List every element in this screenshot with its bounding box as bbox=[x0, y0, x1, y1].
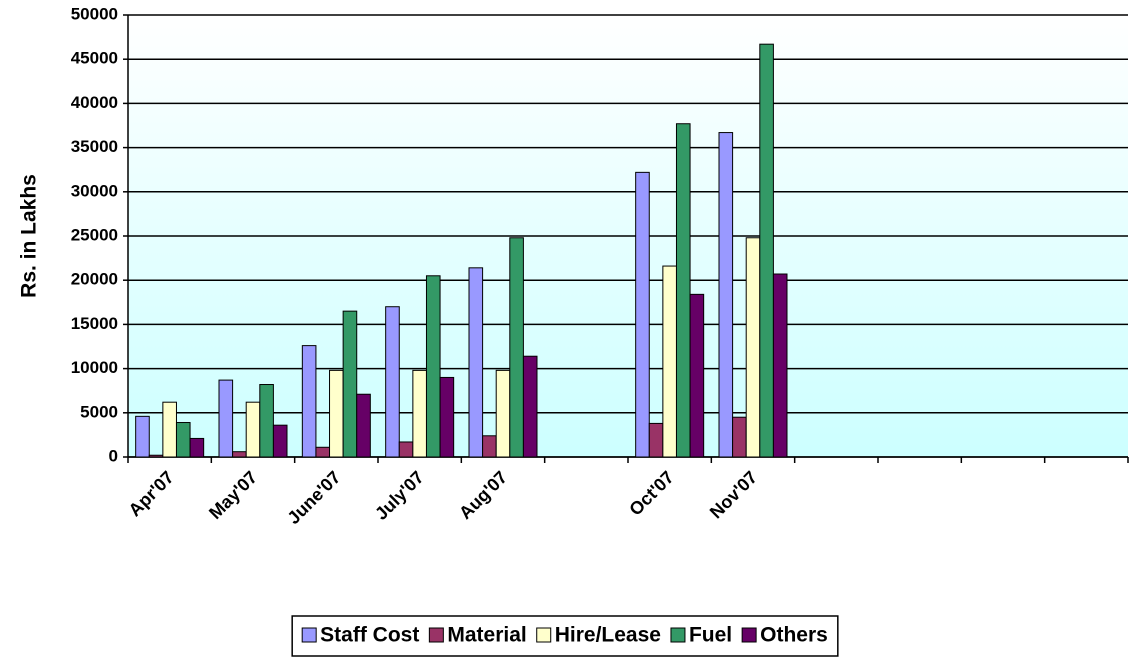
y-tick-label: 30000 bbox=[71, 181, 118, 200]
bar bbox=[635, 171, 650, 458]
bar bbox=[425, 275, 441, 458]
y-tick-label: 10000 bbox=[71, 358, 118, 377]
y-tick-label: 40000 bbox=[71, 93, 118, 112]
bar bbox=[342, 310, 358, 458]
y-tick-label: 0 bbox=[109, 446, 118, 465]
bar bbox=[162, 401, 177, 458]
x-tick-label: May'07 bbox=[205, 467, 261, 523]
legend-swatch bbox=[741, 627, 757, 643]
legend: Staff Cost Material Hire/Lease Fuel Others bbox=[291, 615, 839, 657]
legend-swatch bbox=[428, 627, 444, 643]
y-tick-label: 35000 bbox=[71, 137, 118, 156]
bar bbox=[662, 265, 677, 458]
bar bbox=[272, 424, 288, 458]
bar bbox=[732, 416, 747, 458]
y-tick-label: 5000 bbox=[80, 402, 118, 421]
bar bbox=[245, 401, 261, 458]
bar bbox=[412, 369, 427, 458]
x-tick-label: Apr'07 bbox=[125, 467, 178, 520]
bar bbox=[522, 355, 538, 458]
legend-label: Fuel bbox=[689, 624, 732, 647]
bar bbox=[495, 369, 511, 458]
bar bbox=[259, 384, 274, 458]
x-tick-label: Oct'07 bbox=[625, 467, 678, 520]
bar bbox=[329, 369, 344, 458]
bar bbox=[175, 422, 191, 458]
legend-swatch bbox=[670, 627, 686, 643]
y-tick-label: 45000 bbox=[71, 49, 118, 68]
legend-label: Others bbox=[760, 624, 828, 647]
legend-label: Staff Cost bbox=[320, 624, 419, 647]
x-tick-label: June'07 bbox=[283, 467, 344, 528]
bar bbox=[356, 393, 371, 458]
y-tick-label: 50000 bbox=[71, 4, 118, 23]
bar bbox=[509, 237, 524, 458]
bar bbox=[385, 306, 400, 458]
y-tick-label: 15000 bbox=[71, 314, 118, 333]
bar bbox=[301, 345, 317, 458]
y-axis-label: Rs. in Lakhs bbox=[18, 174, 41, 298]
bar bbox=[232, 451, 247, 458]
bar bbox=[398, 441, 414, 458]
legend-swatch bbox=[536, 627, 552, 643]
bar bbox=[675, 123, 691, 458]
bar bbox=[482, 435, 497, 458]
bar bbox=[189, 437, 205, 458]
y-tick-label: 25000 bbox=[71, 225, 118, 244]
legend-swatch bbox=[301, 627, 317, 643]
bar bbox=[218, 379, 234, 458]
bar bbox=[718, 132, 734, 458]
y-tick-label: 20000 bbox=[71, 270, 118, 289]
x-tick-label: Nov'07 bbox=[706, 467, 761, 522]
bar bbox=[759, 43, 774, 458]
bar bbox=[648, 422, 664, 458]
x-tick-label: July'07 bbox=[371, 467, 428, 524]
bar bbox=[135, 415, 150, 458]
bar bbox=[315, 446, 331, 458]
bar bbox=[468, 267, 484, 458]
bar bbox=[745, 237, 761, 458]
legend-label: Hire/Lease bbox=[555, 624, 661, 647]
x-tick-label: Aug'07 bbox=[455, 467, 511, 523]
legend-label: Material bbox=[447, 624, 526, 647]
bar bbox=[439, 376, 455, 458]
bar bbox=[772, 273, 788, 458]
bar bbox=[689, 293, 705, 458]
bar bbox=[148, 454, 164, 458]
